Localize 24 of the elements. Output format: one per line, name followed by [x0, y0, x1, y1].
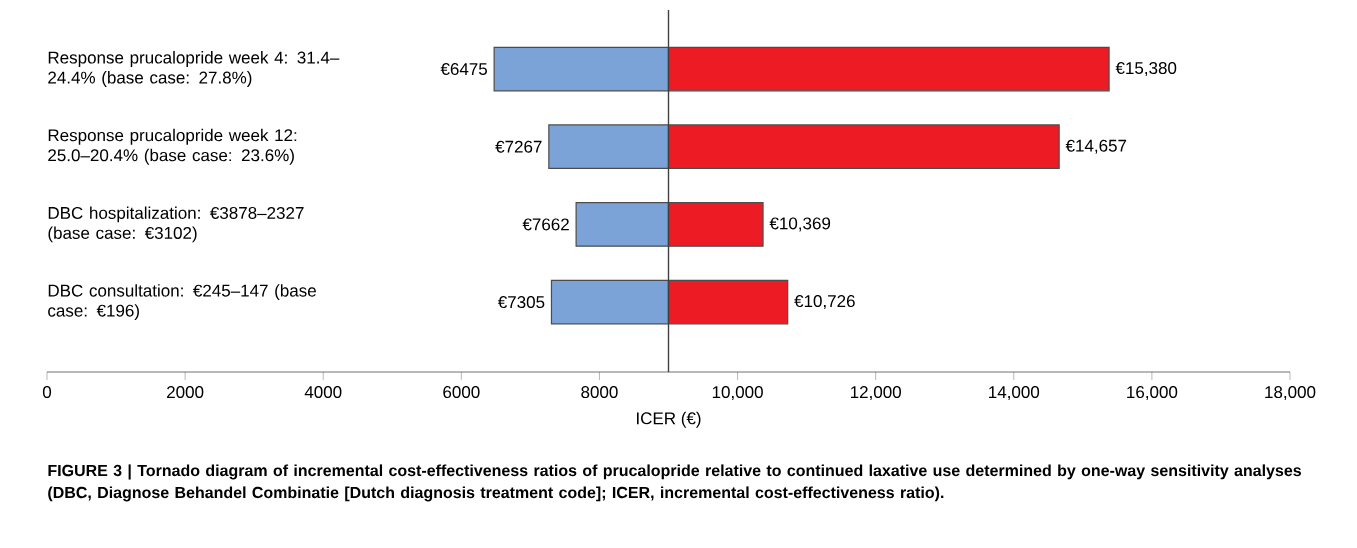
annotation: €7305	[497, 296, 545, 309]
x-tick-label: 8000	[581, 386, 618, 399]
y-tick-label: Response prucalopride week 4: 31.4–24.4% (base case: 27.8%)	[48, 51, 340, 87]
x-tick-label: 4000	[304, 386, 342, 399]
annotation: €6475	[440, 63, 488, 76]
x-tick-label: 18,000	[1265, 386, 1316, 401]
annotation: €10,726	[794, 295, 855, 310]
y-tick-label: DBC hospitalization: €3878–2327 (base case: €3102)	[48, 206, 304, 243]
x-tick-label: 10,000	[712, 386, 763, 401]
annotation: €10,369	[769, 217, 831, 232]
y-tick-label: DBC consultation: €245–147 (base case: €196)	[48, 284, 316, 320]
y-tick-label: Response prucalopride week 12: 25.0–20.4% (base case: 23.6%)	[48, 128, 297, 165]
x-tick-label: 2000	[167, 386, 204, 399]
x-tick-label: 14,000	[989, 386, 1040, 401]
annotation: €7267	[495, 140, 542, 153]
x-tick-label: 6000	[443, 386, 480, 399]
x-tick-label: 12,000	[850, 386, 901, 401]
x-tick-label: 16,000	[1127, 386, 1178, 401]
x-axis-title: ICER (€)	[637, 411, 701, 428]
annotation: €15,380	[1115, 62, 1177, 77]
caption: FIGURE 3 | Tornado diagram of incremental cost-effectiveness ratios of prucalopride relative to continued laxative use determined by one-way sensitivity analyses (DBC, Diagnose Behandel Combinatie [Dutch diagnosis treatment code]; ICER, incremental cost-effectiveness ratio).	[48, 464, 1301, 502]
annotation: €14,657	[1065, 139, 1127, 154]
x-tick-label: 0	[42, 386, 52, 399]
annotation: €7662	[522, 218, 569, 231]
